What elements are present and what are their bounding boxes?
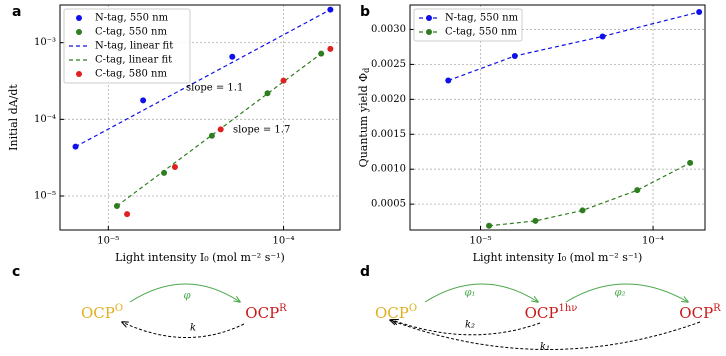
panel-label: c	[12, 264, 20, 280]
data-point	[445, 77, 452, 84]
y-tick-label: 0.0005	[371, 199, 406, 210]
transition-label: k	[190, 323, 196, 334]
data-point	[208, 132, 215, 139]
state-node: OCPO	[81, 303, 123, 323]
data-point	[579, 207, 586, 214]
y-axis-label-subscript: d	[362, 68, 371, 73]
state-name: OCP	[525, 304, 559, 322]
legend-label: N-tag, 550 nm	[95, 13, 169, 24]
y-axis-label: Quantum yield Φd	[357, 68, 371, 168]
legend-label: C-tag, linear fit	[95, 55, 172, 66]
data-point	[532, 217, 539, 224]
transition-label: k₁	[540, 342, 550, 353]
data-point	[264, 90, 271, 97]
state-superscript: R	[279, 303, 287, 314]
data-point	[318, 50, 325, 57]
legend-label: N-tag, linear fit	[95, 41, 173, 52]
y-axis-label-text: Initial dA/dt	[7, 84, 20, 151]
state-name: OCP	[375, 304, 409, 322]
data-point	[140, 97, 147, 104]
transition-arrow	[424, 283, 538, 302]
state-superscript: O	[115, 303, 123, 314]
legend-marker	[76, 29, 82, 35]
legend-label: N-tag, 550 nm	[445, 13, 519, 24]
transition-label: φ₂	[614, 288, 625, 299]
panel-label: a	[12, 4, 21, 20]
data-point	[229, 53, 236, 60]
transition-arrow	[390, 320, 701, 350]
y-tick-label: 10⁻³	[34, 37, 56, 48]
data-point	[486, 222, 493, 229]
legend-box	[63, 8, 191, 84]
state-node: OCP1hν	[525, 303, 578, 323]
data-point	[124, 211, 131, 218]
transition-arrow	[565, 283, 688, 302]
transition-label: φ₁	[464, 288, 475, 299]
x-tick-label: 10⁻⁴	[273, 236, 295, 247]
state-node: OCPR	[679, 303, 721, 323]
state-node: OCPO	[375, 303, 417, 323]
data-point	[599, 33, 606, 40]
data-point	[280, 77, 287, 84]
y-axis-label: Initial dA/dt	[7, 84, 20, 151]
y-tick-label: 0.0010	[371, 164, 406, 175]
transition-arrow	[392, 320, 541, 336]
data-point	[687, 159, 694, 166]
plot-frame	[59, 4, 341, 231]
data-point	[511, 53, 518, 60]
legend-label: C-tag, 580 nm	[95, 69, 167, 80]
legend-marker	[426, 29, 432, 35]
legend-marker	[76, 71, 82, 77]
data-point	[113, 203, 120, 210]
y-axis-label-text: Quantum yield Φ	[357, 73, 370, 168]
x-tick-label: 10⁻⁵	[470, 236, 492, 247]
data-point	[171, 163, 178, 170]
x-tick-label: 10⁻⁵	[97, 236, 119, 247]
y-tick-label: 10⁻⁵	[34, 190, 56, 201]
x-tick-label: 10⁻⁴	[642, 236, 664, 247]
state-name: OCP	[245, 304, 279, 322]
data-point	[217, 126, 224, 133]
x-axis-label: Light intensity I₀ (mol m⁻² s⁻¹)	[473, 251, 643, 264]
state-name: OCP	[81, 304, 115, 322]
y-tick-label: 0.0015	[371, 129, 406, 140]
transition-arrow	[129, 283, 240, 302]
state-node: OCPR	[245, 303, 287, 323]
plot-frame	[409, 4, 706, 231]
panel-label: d	[360, 264, 370, 280]
data-point	[72, 143, 79, 150]
y-tick-label: 0.0030	[371, 24, 406, 35]
data-point	[634, 187, 641, 194]
series-line	[448, 11, 700, 82]
state-superscript: R	[713, 303, 721, 314]
annotation: slope = 1.1	[186, 83, 243, 94]
transition-label: k₂	[465, 320, 475, 331]
state-superscript: O	[409, 303, 417, 314]
legend-marker	[76, 15, 82, 21]
transition-arrow	[122, 322, 245, 338]
x-axis-label: Light intensity I₀ (mol m⁻² s⁻¹)	[115, 251, 285, 264]
legend-marker	[426, 15, 432, 21]
y-tick-label: 0.0020	[371, 94, 406, 105]
data-point	[327, 6, 334, 13]
y-tick-label: 0.0025	[371, 59, 406, 70]
transition-label: φ	[183, 291, 190, 302]
legend-box	[413, 8, 523, 42]
panel-label: b	[360, 4, 370, 20]
legend-label: C-tag, 550 nm	[95, 27, 167, 38]
data-point	[161, 169, 168, 176]
data-point	[327, 45, 334, 52]
state-superscript: 1hν	[558, 303, 577, 314]
series-line	[75, 9, 331, 148]
y-tick-label: 10⁻⁴	[34, 114, 56, 125]
state-name: OCP	[679, 304, 713, 322]
series-line	[488, 162, 691, 227]
legend-label: C-tag, 550 nm	[445, 27, 517, 38]
data-point	[696, 8, 703, 15]
annotation: slope = 1.7	[233, 125, 290, 136]
